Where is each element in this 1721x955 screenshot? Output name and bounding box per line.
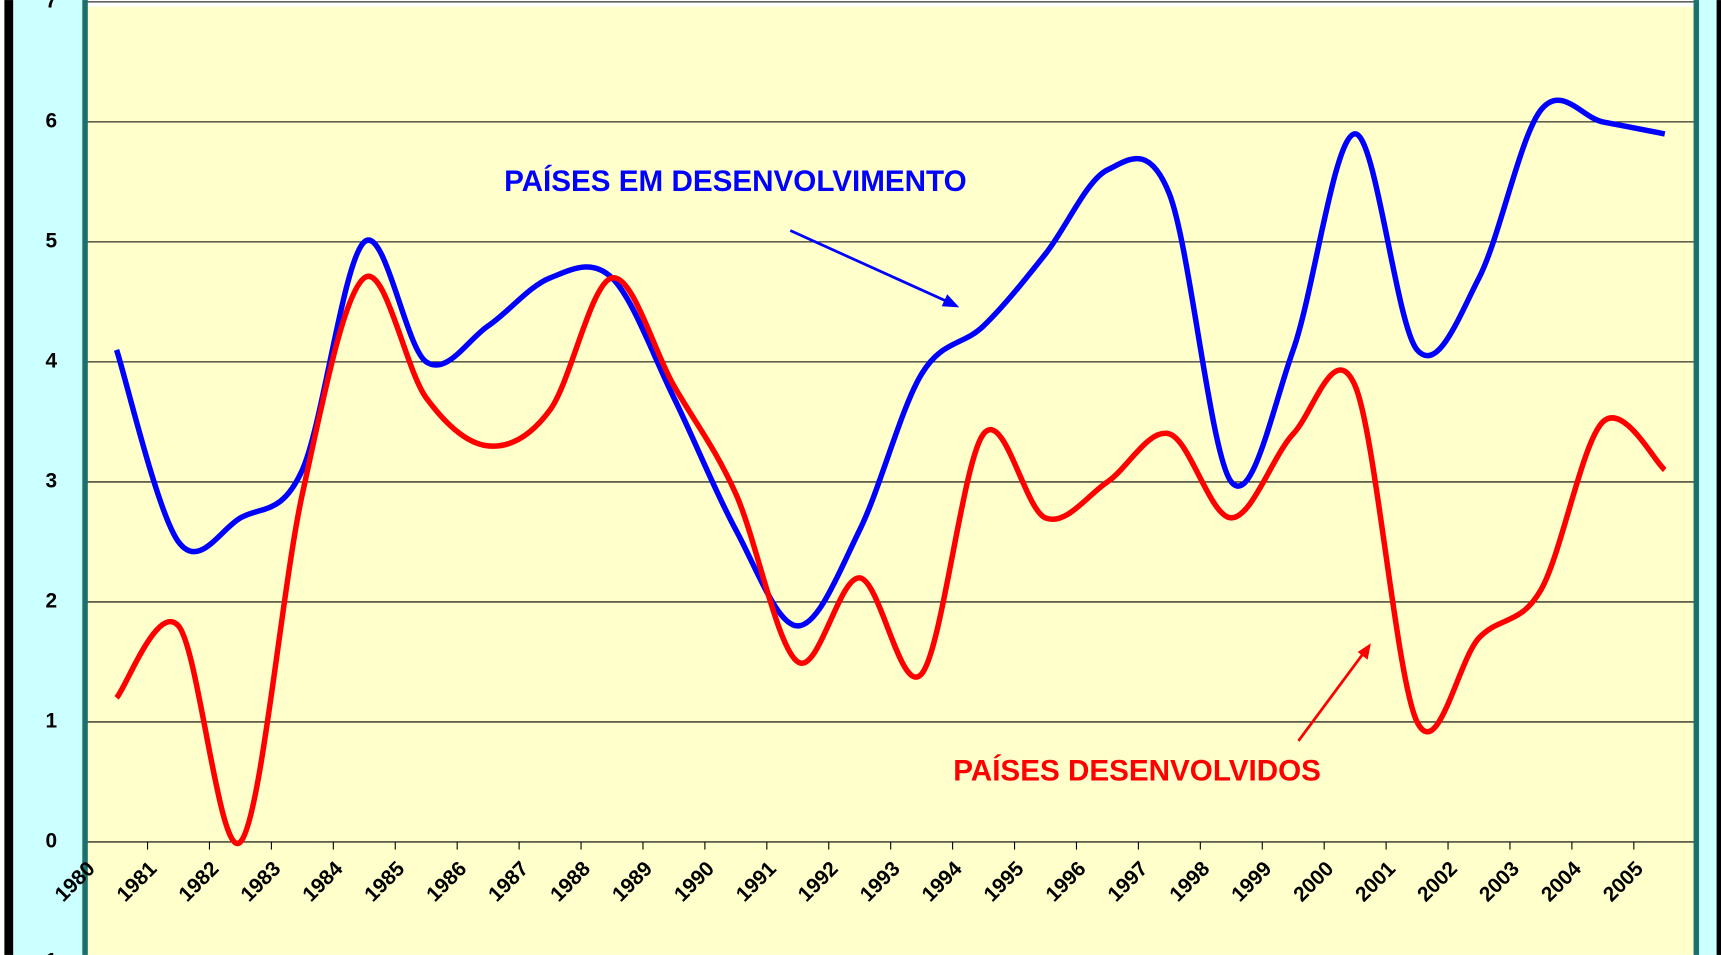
y-axis <box>82 0 88 955</box>
y-tick-label: 3 <box>45 469 57 492</box>
y-tick-label: 6 <box>45 109 57 132</box>
y-tick-label: 5 <box>45 229 57 252</box>
y-tick-label: 1 <box>45 709 57 732</box>
arrow <box>789 229 952 305</box>
series-line <box>113 97 1666 629</box>
grid <box>85 1 1697 850</box>
left-panel <box>13 0 86 955</box>
arrow <box>1297 651 1366 742</box>
plot-area <box>85 6 1696 955</box>
right-axis <box>1693 0 1700 955</box>
y-tick-label: 2 <box>45 589 57 612</box>
arrow-head <box>1357 643 1371 660</box>
y-tick-label: 7 <box>45 0 57 12</box>
series-label: PAÍSES EM DESENVOLVIMENTO <box>504 164 967 198</box>
y-tick-label: -1 <box>39 949 58 955</box>
series-label: PAÍSES DESENVOLVIDOS <box>953 754 1321 788</box>
y-tick-label: 0 <box>45 829 57 852</box>
right-border <box>1716 0 1721 955</box>
left-border <box>4 0 14 955</box>
arrow-head <box>941 294 960 308</box>
lines <box>113 97 1667 847</box>
series-line <box>114 273 1667 847</box>
y-tick-label: 4 <box>45 349 57 372</box>
